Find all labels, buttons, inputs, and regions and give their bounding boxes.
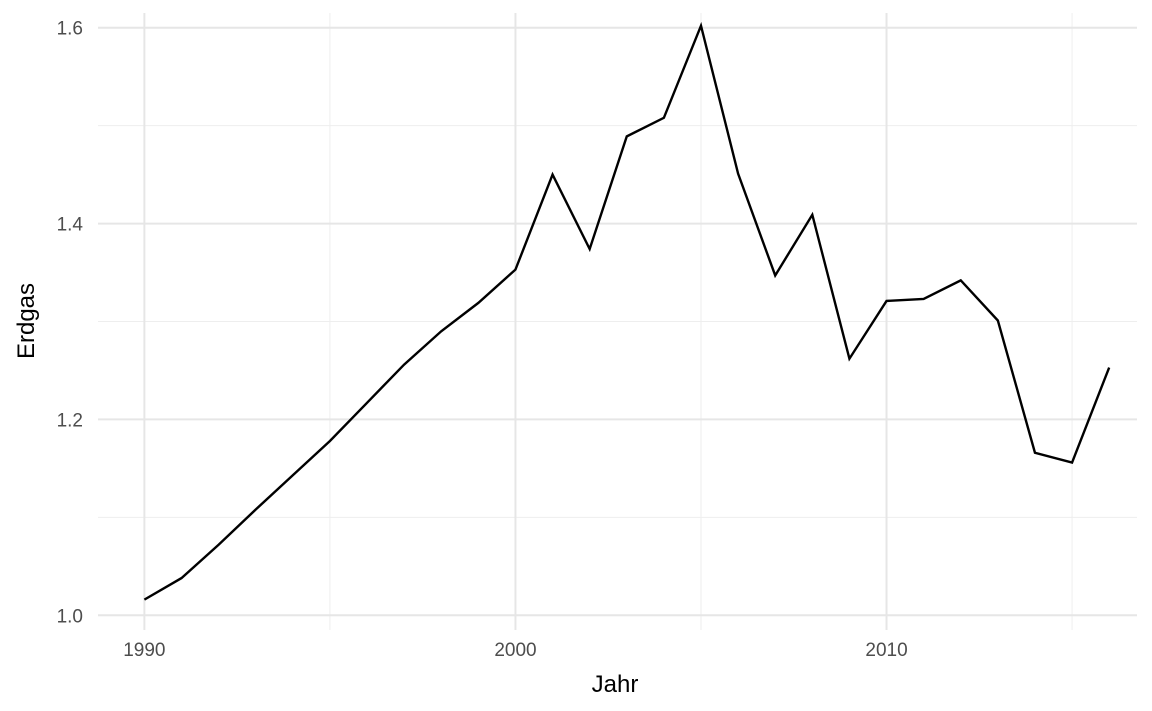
x-axis-title: Jahr (592, 671, 639, 698)
data-point (958, 277, 964, 283)
data-point (327, 438, 333, 444)
data-point (290, 472, 296, 478)
data-point (550, 172, 556, 178)
data-point (141, 597, 147, 603)
data-point (624, 133, 630, 139)
grid-lines (98, 13, 1137, 630)
y-tick-label: 1.0 (57, 606, 83, 627)
y-tick-label: 1.4 (57, 215, 84, 236)
data-point (216, 542, 222, 548)
data-point (512, 267, 518, 273)
y-tick-label: 1.2 (57, 410, 83, 431)
x-tick-label: 2010 (865, 640, 907, 661)
data-point (1032, 450, 1038, 456)
data-point (401, 362, 407, 368)
data-point (364, 400, 370, 406)
data-point (1106, 365, 1112, 371)
series-line (143, 21, 1111, 601)
data-point (995, 318, 1001, 324)
x-tick-label: 1990 (123, 640, 165, 661)
data-point (846, 356, 852, 362)
tick-labels: 1990 2000 2010 1.0 1.2 1.4 1.6 (57, 19, 908, 661)
data-point (698, 23, 704, 29)
data-point (253, 507, 259, 513)
data-point (884, 298, 890, 304)
data-point (772, 272, 778, 278)
data-point (735, 171, 741, 177)
y-axis-title: Erdgas (13, 283, 40, 359)
data-point (438, 328, 444, 334)
data-point (661, 115, 667, 121)
data-point (921, 296, 927, 302)
series-layer (141, 21, 1112, 603)
data-point (587, 246, 593, 252)
data-point (809, 212, 815, 218)
data-point (1069, 460, 1075, 466)
y-tick-label: 1.6 (57, 19, 83, 40)
x-tick-label: 2000 (494, 640, 536, 661)
data-point (178, 575, 184, 581)
data-point (475, 300, 481, 306)
